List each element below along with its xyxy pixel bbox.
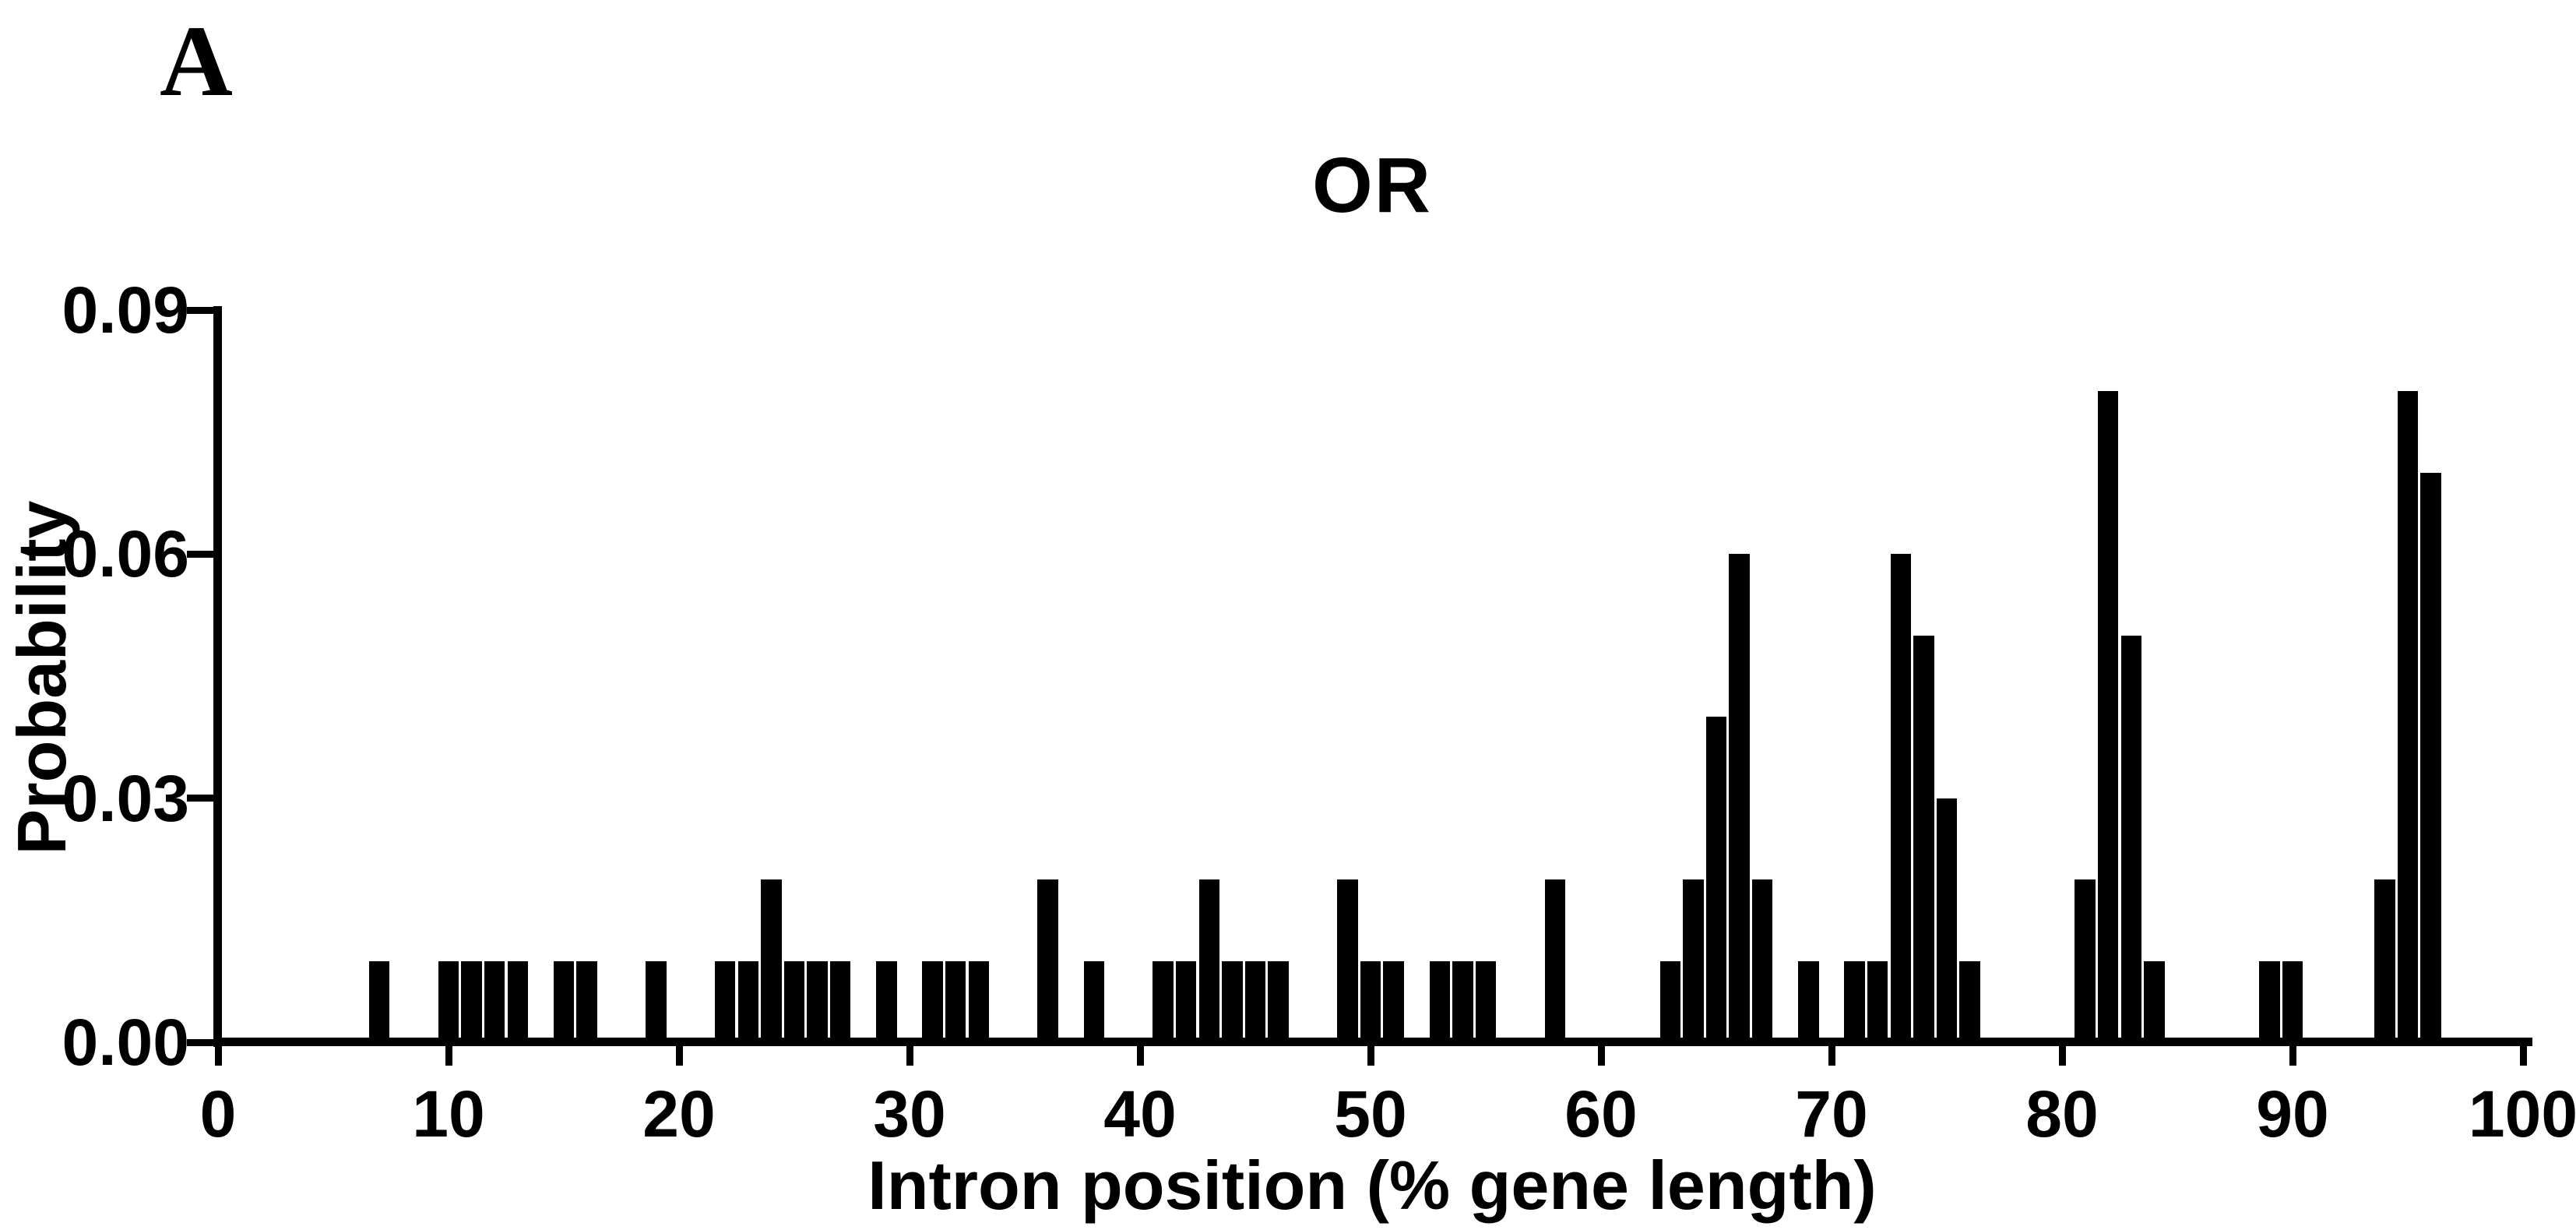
y-tick-label: 0.03	[62, 761, 190, 835]
bar	[507, 960, 529, 1045]
x-tick-label: 90	[2256, 1077, 2329, 1151]
bar	[968, 960, 990, 1045]
bar	[2120, 635, 2142, 1045]
bar	[1867, 960, 1888, 1045]
bar	[646, 960, 667, 1045]
bar	[1153, 960, 1174, 1045]
bar	[1198, 879, 1220, 1045]
x-tick	[1828, 1041, 1835, 1066]
bar	[1936, 798, 1958, 1045]
bar	[737, 960, 759, 1045]
bar	[807, 960, 828, 1045]
bar	[1798, 960, 1819, 1045]
x-tick-label: 70	[1795, 1077, 1868, 1151]
bar	[368, 960, 390, 1045]
bar	[1452, 960, 1473, 1045]
bar	[1268, 960, 1289, 1045]
x-tick-label: 80	[2025, 1077, 2099, 1151]
bar	[2420, 472, 2441, 1045]
bar	[714, 960, 736, 1045]
x-tick	[214, 1041, 222, 1066]
bar	[1544, 879, 1566, 1045]
x-tick-label: 40	[1103, 1077, 1177, 1151]
bar	[553, 960, 575, 1045]
bar	[922, 960, 943, 1045]
bar	[1475, 960, 1497, 1045]
x-tick	[2519, 1041, 2527, 1066]
bar	[1913, 635, 1934, 1045]
y-tick	[187, 550, 213, 558]
y-tick-label: 0.00	[62, 1006, 190, 1079]
bar	[1175, 960, 1197, 1045]
x-tick-label: 20	[642, 1077, 716, 1151]
bar	[761, 879, 782, 1045]
bar	[1729, 554, 1750, 1045]
bar	[783, 960, 805, 1045]
bar	[1083, 960, 1105, 1045]
bar	[1959, 960, 1980, 1045]
x-tick	[675, 1041, 683, 1066]
x-tick-label: 60	[1564, 1077, 1638, 1151]
bar	[1037, 879, 1058, 1045]
bar	[1360, 960, 1381, 1045]
chart-title: OR	[1312, 142, 1432, 229]
x-tick-label: 0	[199, 1077, 237, 1151]
bar	[945, 960, 966, 1045]
bar	[2097, 391, 2119, 1045]
y-tick	[187, 795, 213, 802]
bar	[1337, 879, 1358, 1045]
bar	[2282, 960, 2303, 1045]
bar	[1222, 960, 1243, 1045]
x-tick-label: 30	[873, 1077, 946, 1151]
x-tick	[445, 1041, 452, 1066]
bar	[2374, 879, 2395, 1045]
bar	[438, 960, 459, 1045]
bar	[484, 960, 505, 1045]
bar	[1751, 879, 1773, 1045]
x-tick	[906, 1041, 913, 1066]
x-tick-label: 10	[412, 1077, 485, 1151]
x-tick	[2289, 1041, 2296, 1066]
x-tick	[1136, 1041, 1144, 1066]
bar	[1429, 960, 1451, 1045]
bar	[576, 960, 597, 1045]
y-tick	[187, 1038, 213, 1046]
x-axis-title: Intron position (% gene length)	[867, 1147, 1877, 1224]
bar	[2075, 879, 2096, 1045]
y-axis-line	[213, 306, 222, 1047]
y-tick-label: 0.06	[62, 517, 190, 591]
bar	[876, 960, 897, 1045]
bar	[1844, 960, 1865, 1045]
bar	[1383, 960, 1404, 1045]
x-tick	[1597, 1041, 1605, 1066]
bar	[1705, 717, 1727, 1045]
bar	[1659, 960, 1681, 1045]
x-tick	[1367, 1041, 1374, 1066]
bar	[461, 960, 482, 1045]
y-tick-label: 0.09	[62, 273, 190, 347]
bar	[2144, 960, 2165, 1045]
bar	[2397, 391, 2419, 1045]
panel-label: A	[160, 5, 233, 118]
bar	[1244, 960, 1266, 1045]
bar	[1683, 879, 1704, 1045]
bar	[2259, 960, 2280, 1045]
bar	[829, 960, 851, 1045]
x-tick-label: 50	[1334, 1077, 1407, 1151]
bar	[1890, 554, 1912, 1045]
y-tick	[187, 306, 213, 314]
x-tick	[2058, 1041, 2066, 1066]
x-tick-label: 100	[2468, 1077, 2576, 1151]
